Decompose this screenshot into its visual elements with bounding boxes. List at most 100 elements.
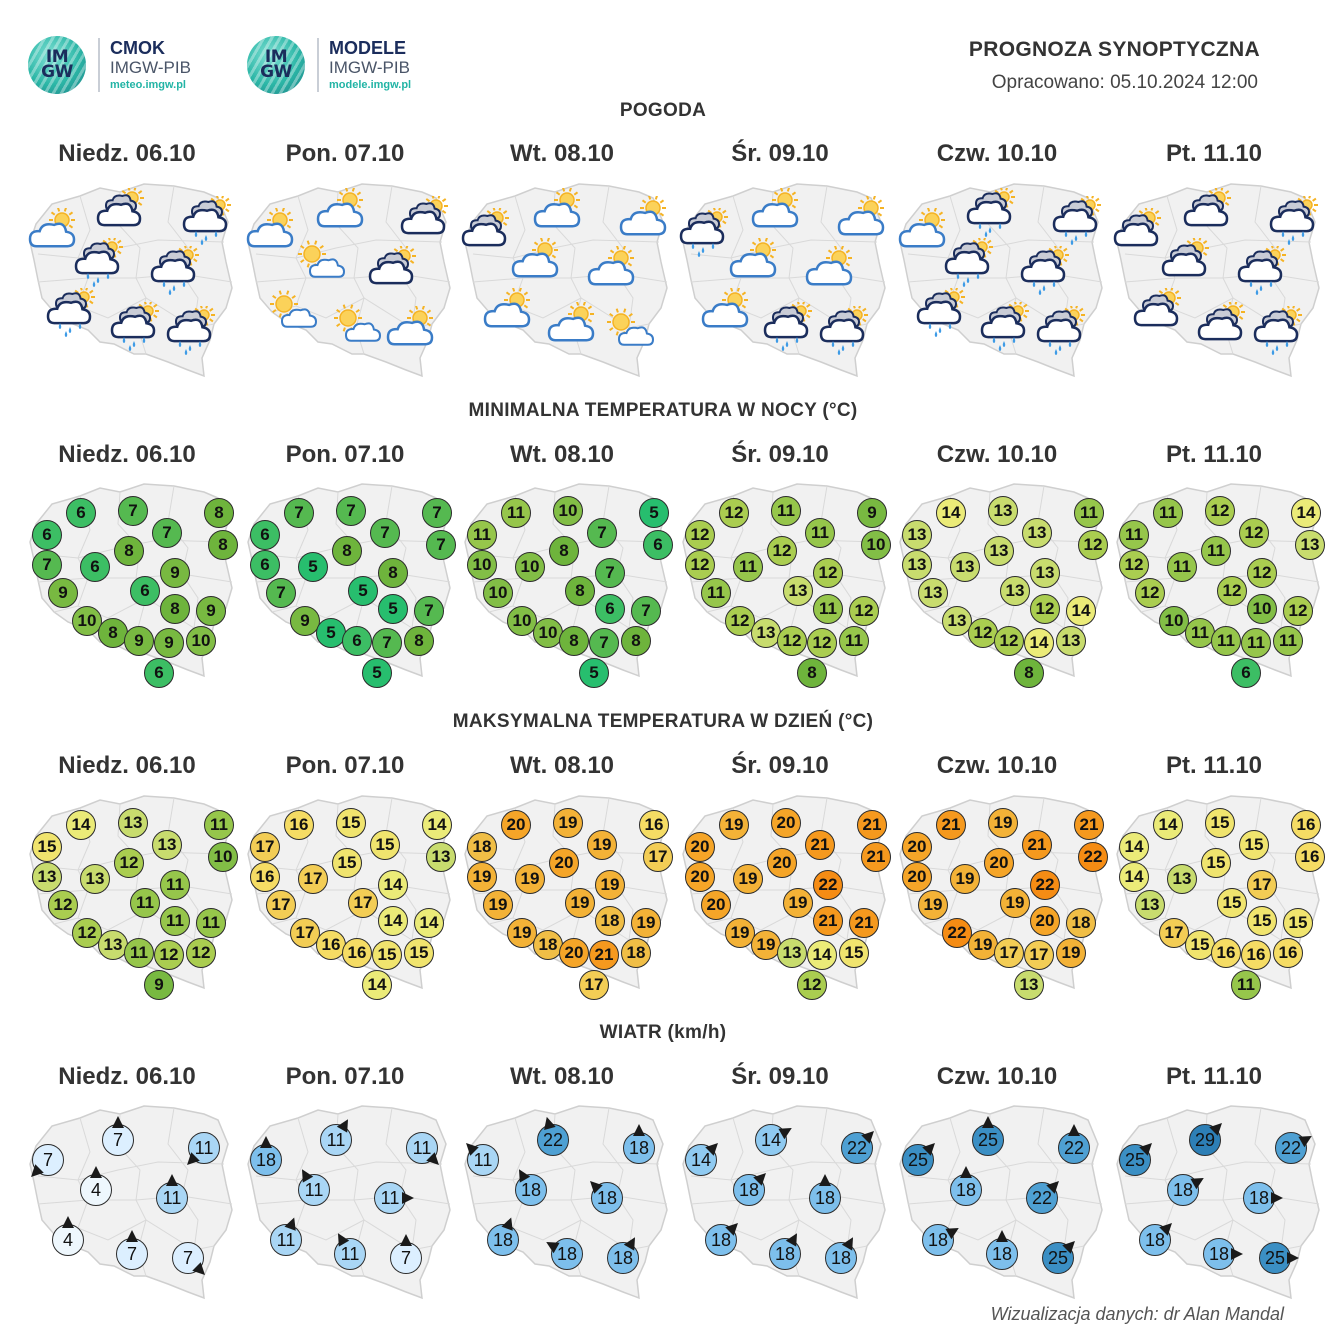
wind-speed: 25 [977,1129,999,1150]
tmin-point: 13 [902,550,932,580]
tmin-point: 9 [290,606,320,636]
tmin-point: 11 [771,496,801,526]
partly-cloudy-icon [803,245,859,301]
cloudy-rain-icon [944,236,1000,293]
tmin-point: 12 [1239,518,1269,548]
wind-speed: 18 [556,1243,578,1264]
forecast-map-weather [1105,178,1323,388]
wind-point: 22 [841,1126,879,1164]
tmax-point: 22 [1078,842,1108,872]
wind-point: 11 [270,1215,302,1256]
day-label: Pt. 11.10 [1165,140,1263,167]
tmax-point: 19 [587,830,617,860]
tmax-point: 15 [1247,906,1277,936]
tmax-point: 18 [467,832,497,862]
forecast-map-tmax: 16 15 17 15 14 13 16 17 15 14 17 17 14 14 17 16 16 15 15 14 [236,790,456,1000]
tmax-point: 13 [777,938,807,968]
wind-speed: 29 [1194,1129,1216,1150]
tmin-point: 12 [1119,550,1149,580]
wind-speed: 11 [162,1187,182,1208]
tmin-point: 12 [777,626,807,656]
wind-speed: 18 [596,1187,618,1208]
tmin-point: 7 [370,518,400,548]
tmax-point: 10 [208,842,238,872]
partly-cloudy-icon [545,301,601,357]
forecast-map-weather [236,178,454,388]
tmin-point: 6 [66,498,96,528]
wind-point: 4 [80,1166,112,1206]
wind-speed: 25 [907,1149,929,1170]
cloudy-rain-icon [1237,244,1293,301]
wind-speed: 11 [326,1129,346,1150]
wind-point: 11 [182,1132,220,1170]
tmax-point: 14 [1119,862,1149,892]
tmax-point: 20 [559,938,589,968]
credit: Wizualizacja danych: dr Alan Mandal [990,1304,1284,1324]
tmax-point: 13 [426,842,456,872]
wind-point: 7 [26,1144,64,1182]
tmin-point: 13 [942,606,972,636]
day-label: Wt. 08.10 [509,441,615,468]
tmin-point: 12 [719,498,749,528]
sunny-cloud-icon [328,302,384,357]
tmax-point: 19 [507,918,537,948]
tmax-point: 21 [813,906,843,936]
tmin-point: 10 [72,606,102,636]
tmax-point: 15 [404,938,434,968]
wind-speed: 11 [412,1137,432,1158]
tmax-point: 15 [1185,930,1215,960]
wind-point: 22 [537,1115,569,1156]
forecast-map-wind: 7 7 11 4 11 4 7 7 [18,1100,236,1310]
tmax-point: 20 [685,862,715,892]
forecast-map-wind: 18 11 11 11 11 11 11 7 [236,1100,454,1310]
wind-speed: 18 [814,1187,836,1208]
tmax-point: 14 [362,970,392,1000]
tmax-point: 14 [1153,810,1183,840]
forecast-map-tmax: 14 13 15 13 11 10 13 13 12 11 12 11 11 11 12 13 11 12 12 9 [18,790,238,1000]
tmin-point: 12 [1078,530,1108,560]
wind-speed: 11 [340,1243,360,1264]
tmin-point: 14 [1066,596,1096,626]
wind-speed: 18 [1248,1187,1270,1208]
tmax-point: 16 [639,810,669,840]
tmin-point: 12 [994,626,1024,656]
partly-cloudy-icon [509,237,565,293]
tmin-point: 8 [1014,658,1044,688]
tmin-point: 7 [284,498,314,528]
tmax-point: 13 [118,808,148,838]
wind-point: 18 [607,1234,641,1274]
logo-url[interactable]: modele.imgw.pl [329,79,412,91]
tmin-point: 11 [813,594,843,624]
section-title-wind: WIATR (km/h) [599,1022,727,1043]
tmin-point: 11 [701,578,731,608]
tmin-point: 6 [1231,658,1261,688]
tmax-point: 19 [631,908,661,938]
tmax-point: 19 [968,930,998,960]
tmax-point: 22 [813,870,843,900]
tmin-point: 12 [813,558,843,588]
wind-point: 25 [1042,1236,1080,1274]
header: IM GW CMOK IMGW-PIB meteo.imgw.pl IM GW … [0,0,1326,100]
wind-point: 18 [1243,1182,1283,1214]
wind-point: 18 [733,1168,771,1206]
tmax-point: 20 [549,848,579,878]
tmax-point: 14 [378,870,408,900]
wind-point: 11 [406,1132,444,1170]
cloudy-sun-icon [1161,236,1217,293]
day-label: Niedz. 06.10 [58,140,196,167]
tmax-point: 20 [902,832,932,862]
cloudy-rain-icon [1052,194,1108,251]
wind-point: 22 [1026,1176,1064,1214]
tmax-point: 16 [284,810,314,840]
wind-speed: 25 [1264,1247,1286,1268]
logo-url[interactable]: meteo.imgw.pl [110,79,186,91]
cloudy-sun-icon [1197,300,1253,357]
wind-speed: 7 [400,1247,411,1268]
wind-speed: 18 [774,1243,796,1264]
tmin-point: 14 [1024,628,1054,658]
tmin-point: 13 [783,576,813,606]
wind-speed: 18 [1144,1229,1166,1250]
tmax-point: 17 [643,842,673,872]
tmax-point: 21 [589,940,619,970]
day-label: Pt. 11.10 [1165,752,1263,779]
